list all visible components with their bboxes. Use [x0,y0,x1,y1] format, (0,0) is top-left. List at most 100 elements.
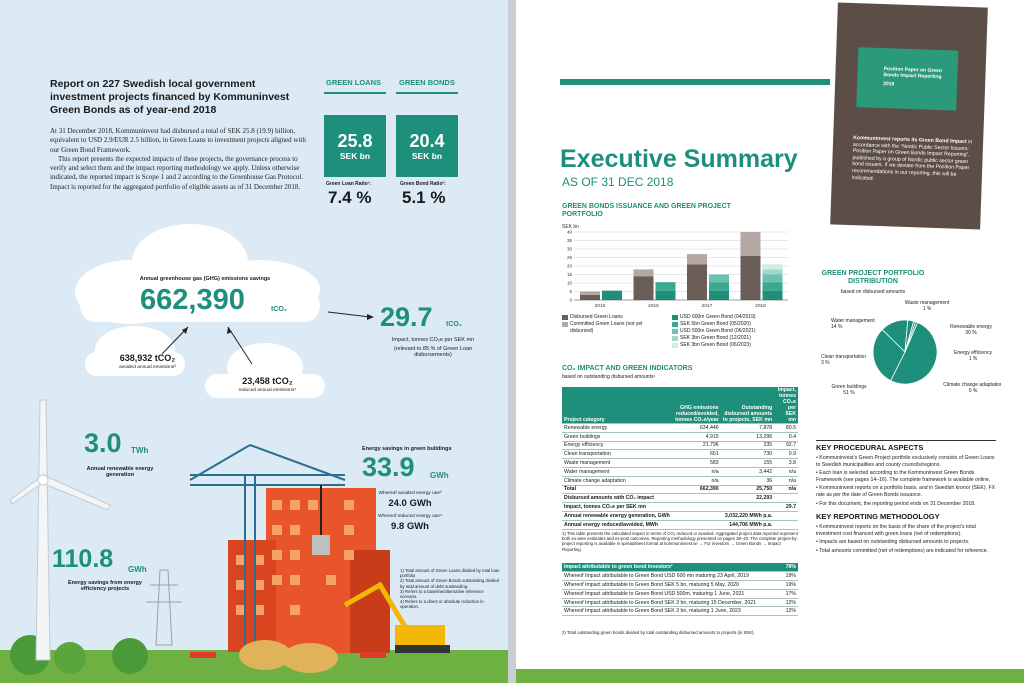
bar-y-tick-label: 35 [567,238,573,243]
ghg-unit: tCO₂ [271,306,287,313]
bond-row-value: 19% [781,571,798,582]
key-method-list: • Kommuninvest reports on the basis of t… [816,524,996,554]
key-method-item: • Total amounts committed (net of redemp… [816,547,989,554]
page-gutter [508,0,516,683]
summary-label: Impact, tonnes CO₂e per SEK mn [562,502,672,512]
legend-item: Disbursed Green Loans [562,314,667,321]
pie-label: Waste management 1 % [905,300,950,312]
green-bond-ratio: 5.1 % [402,188,446,207]
legend-label: Committed Green Loans (not yet disbursed… [570,321,643,334]
efficiency-label: Energy savings from energy efficiency pr… [68,580,142,592]
top-rule [560,79,830,85]
table-summary-row: Annual energy reduced/avoided, MWh 144,70… [562,520,798,530]
bar-committed [687,254,707,265]
table-cell-value: 0.4 [774,432,798,442]
impact-arrow-icon [327,311,374,320]
table-row: Total 662,390 25,750 n/a [562,485,798,495]
table-cell-value: 730 [720,449,775,460]
bar-green-bond [762,290,783,300]
pie-slice [872,328,906,382]
table-cell-value: 80.5 [774,423,798,433]
bond-row: Whereof Impact attributable to Green Bon… [562,580,798,590]
avoided-value: 638,932 tCO₂ [119,353,176,363]
buildings-value: 33.9 [362,452,415,482]
booklet-year: 2019 [882,81,895,88]
bar-green-bond [709,282,729,291]
table-cell-value: 3.8 [774,458,798,468]
table-cell-value: n/a [774,476,798,486]
bar-disbursed [740,255,761,300]
table-row: Climate change adaptation n/a 36 n/a [562,476,798,486]
bar-x-tick-label: 2018 [755,303,766,309]
table-cell-category: Renewable energy [562,423,672,433]
bond-row-label: Whereof Impact attributable to Green Bon… [562,589,782,599]
legend-swatch [672,336,678,341]
key-proc-item: • Each loan is selected according to the… [816,470,991,483]
intro-paragraph-1: At 31 December 2018, Kommuninvest had di… [50,127,306,154]
bar-green-bond [709,274,729,283]
summary-value [774,511,798,521]
table-row: Green buildings 4,915 13,296 0.4 [562,432,798,442]
key-aspects-panel: KEY PROCEDURAL ASPECTS • Kommuninvest’s … [816,440,996,557]
buildings-heading: Energy savings in green buildings [362,446,452,452]
bond-header-label: Impact attributable to green bond invest… [562,563,782,573]
bar-green-bond [762,264,783,270]
footnote-4: 4) Refers to a direct or absolute reduct… [400,599,484,610]
intro-paragraph-2: This report presents the expected impact… [50,154,304,191]
legend-label: USD 500m Green Bond (06/2021) [680,328,756,334]
issuance-heading: GREEN BONDS ISSUANCE AND GREEN PROJECT P… [562,203,731,218]
bond-header-value: 78% [781,563,798,573]
booklet-text: Kommuninvest reports its Green Bond Impa… [852,135,974,185]
legend-label: SEK 3bn Green Bond (12/2021) [680,335,751,341]
pie-label: Green buildings 51 % [831,384,867,396]
summary-value: 29.7 [774,502,798,512]
table-cell-value: 92.7 [774,441,798,451]
buildings-avoided-label: Whereof avoided energy use³ [378,491,442,496]
table-row: Waste management 583 155 3.8 [562,458,798,468]
legend-item: SEK 5bn Green Bond (05/2020) [672,321,802,328]
pie-label: Water management 14 % [831,318,875,330]
pie-label: Renewable energy 30 % [950,324,992,336]
ghg-value: 662,390 [140,284,245,316]
table-cell-value: 634,446 [671,423,721,433]
renewable-label: Annual renewable energy generation [86,466,154,478]
legend-item: USD 500m Green Bond (06/2021) [672,328,802,335]
executive-summary-subtitle: AS OF 31 DEC 2018 [562,175,674,189]
issuance-bar-chart: SEK bn 0 5 10 15 20 25 30 35 40 2015 2016 2017 2018 [562,224,788,309]
key-aspects-rule [816,440,996,441]
summary-value [671,511,721,521]
table-cell-value: 21,796 [671,441,721,451]
key-method-heading: KEY REPORTING METHODOLOGY [816,512,940,522]
footnote-2: 2) Total amount of Green Bonds outstandi… [400,578,500,589]
legend-item: USD 600m Green Bond (04/2019) [672,314,802,321]
bar-x-tick-label: 2017 [702,303,713,309]
green-loans-divider [324,92,386,94]
table-cell-value: 36 [720,476,775,486]
portfolio-subheading: based on disbursed amounts [840,289,906,295]
table-cell-value: n/a [774,485,798,495]
buildings-unit: GWh [430,471,449,480]
table-cell-value: n/a [774,467,798,477]
green-loan-ratio-label: Green Loan Ratio¹: [326,181,372,187]
green-loans-box: 25.8 SEK bn [324,115,386,177]
green-bonds-value: 20.4 [409,131,445,151]
table-cell-category: Energy efficiency [562,441,672,451]
legend-swatch [562,322,568,327]
booklet-text-body: in accordance with the “Nordic Public Se… [851,139,973,182]
summary-value: 3,032,220 MWh p.a. [720,511,775,521]
green-bonds-heading: GREEN BONDS [399,78,455,87]
executive-summary-title: Executive Summary [560,145,798,173]
green-loan-ratio: 7.4 % [328,188,372,207]
clouds-illustration [75,224,325,398]
bar-green-bond [655,290,676,300]
green-bonds-divider [396,92,458,94]
issuance-legend: Disbursed Green Loans Committed Green Loa… [562,314,807,354]
avoided-label: avoided annual emissions³ [119,365,176,370]
bar-y-tick-label: 40 [567,230,573,235]
reduced-value: 23,458 tCO₂ [242,376,293,386]
efficiency-unit: GWh [128,565,147,574]
table-cell-category: Climate change adaptation [562,476,672,486]
key-proc-item: • Kommuninvest’s Green Project portfolio… [816,455,995,468]
green-loans-unit: SEK bn [339,151,371,161]
summary-label: Disbursed amounts with CO₂ impact [562,493,672,504]
